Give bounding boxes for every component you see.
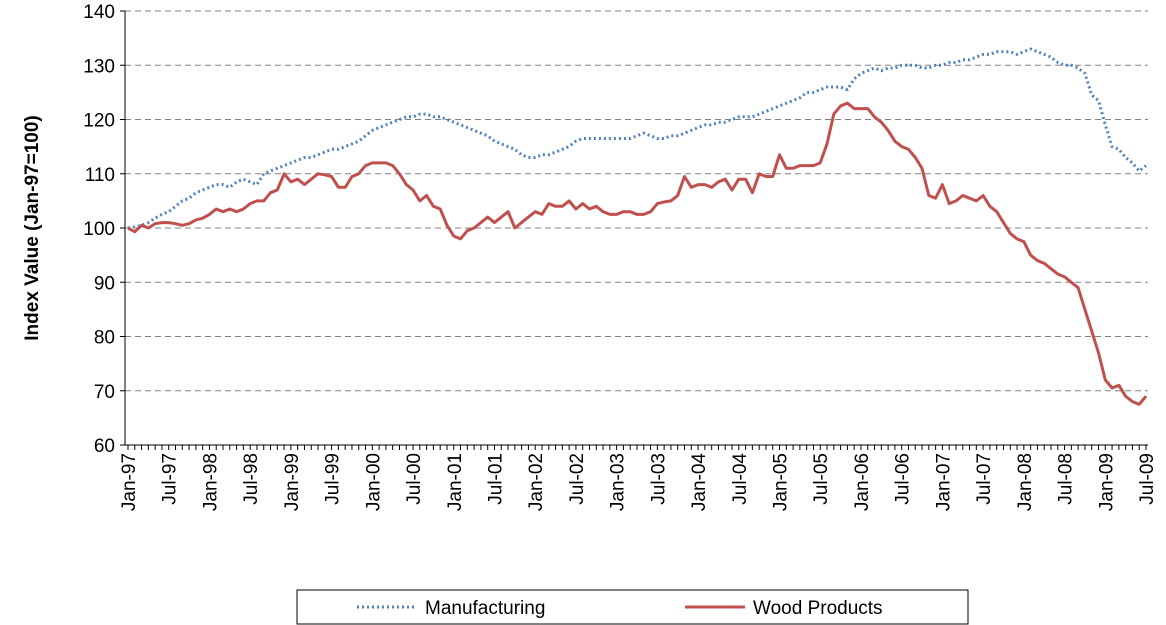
x-tick-label: Jul-08 <box>1056 453 1077 505</box>
x-tick-label: Jan-97 <box>119 453 140 511</box>
x-tick-label: Jul-06 <box>893 453 914 505</box>
x-tick-label: Jul-04 <box>730 453 751 505</box>
legend-label: Manufacturing <box>425 598 545 619</box>
x-tick-label: Jan-01 <box>445 453 466 511</box>
y-tick-label: 70 <box>94 382 115 403</box>
legend-box <box>296 589 969 625</box>
x-tick-label: Jan-07 <box>933 453 954 511</box>
legend-label: Wood Products <box>753 598 883 619</box>
x-tick-label: Jan-98 <box>200 453 221 511</box>
series-line <box>127 101 1148 406</box>
x-tick-label: Jan-08 <box>1015 453 1036 511</box>
x-tick-label: Jan-05 <box>771 453 792 511</box>
y-tick-label: 100 <box>83 219 115 240</box>
x-tick-label: Jan-00 <box>363 453 384 511</box>
x-tick-label: Jul-05 <box>811 453 832 505</box>
x-tick-label: Jul-00 <box>404 453 425 505</box>
y-tick-label: 80 <box>94 328 115 349</box>
y-tick-label: 60 <box>94 436 115 457</box>
x-tick-label: Jul-07 <box>974 453 995 505</box>
y-tick-label: 130 <box>83 56 115 77</box>
series-line <box>127 47 1147 230</box>
x-tick-label: Jan-04 <box>689 453 710 512</box>
y-tick-label: 110 <box>85 165 115 186</box>
y-axis-label: Index Value (Jan-97=100) <box>22 115 43 340</box>
x-tick-label: Jul-97 <box>160 453 181 505</box>
y-tick-label: 120 <box>83 111 115 132</box>
x-tick-label: Jan-06 <box>852 453 873 511</box>
x-tick-label: Jul-01 <box>485 453 506 505</box>
x-tick-label: Jan-02 <box>526 453 547 511</box>
x-tick-label: Jul-09 <box>1137 453 1158 505</box>
x-tick-label: Jul-98 <box>241 453 262 505</box>
x-tick-label: Jan-99 <box>282 453 303 511</box>
x-tick-label: Jan-03 <box>608 453 629 511</box>
x-tick-label: Jul-99 <box>323 453 344 505</box>
y-tick-label: 90 <box>94 273 115 294</box>
x-tick-label: Jan-09 <box>1096 453 1117 511</box>
x-tick-label: Jul-02 <box>567 453 588 505</box>
x-tick-label: Jul-03 <box>648 453 669 505</box>
y-tick-label: 140 <box>83 2 115 23</box>
